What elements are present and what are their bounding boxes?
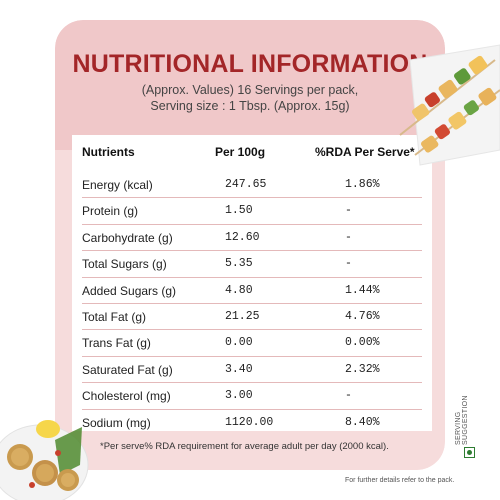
rda-value: 1.44% <box>345 283 380 297</box>
veg-symbol-icon <box>464 447 475 458</box>
serving-info: (Approx. Values) 16 Servings per pack, S… <box>70 82 430 114</box>
column-header-nutrients: Nutrients <box>82 145 135 159</box>
rda-value: 4.76% <box>345 309 380 323</box>
per-100g-value: 1.50 <box>225 204 253 218</box>
table-row: Added Sugars (g) 4.80 1.44% <box>82 278 422 304</box>
rda-value: - <box>345 230 352 244</box>
table-row: Total Sugars (g) 5.35 - <box>82 251 422 278</box>
table-row: Cholesterol (mg) 3.00 - <box>82 383 422 410</box>
table-row: Trans Fat (g) 0.00 0.00% <box>82 330 422 357</box>
column-header-per-100g: Per 100g <box>215 145 266 159</box>
nutrient-name: Protein (g) <box>82 204 139 219</box>
nutrient-name: Cholesterol (mg) <box>82 389 171 404</box>
rda-value: - <box>345 257 352 271</box>
page-title: NUTRITIONAL INFORMATION <box>72 50 428 78</box>
rda-footnote: *Per serve% RDA requirement for average … <box>100 441 389 452</box>
nutrient-name: Trans Fat (g) <box>82 336 151 351</box>
table-header: Nutrients Per 100g %RDA Per Serve* <box>82 145 427 161</box>
column-header-rda: %RDA Per Serve* <box>315 145 415 159</box>
nutrient-name: Sodium (mg) <box>82 415 151 430</box>
table-panel <box>72 135 432 431</box>
rda-value: 1.86% <box>345 178 380 191</box>
nutrient-name: Added Sugars (g) <box>82 283 177 298</box>
rda-value: 2.32% <box>345 362 380 376</box>
nutrition-table: Energy (kcal) 247.65 1.86% Protein (g) 1… <box>82 172 422 436</box>
per-100g-value: 3.40 <box>225 362 253 376</box>
serving-info-line-2: Serving size : 1 Tbsp. (Approx. 15g) <box>150 99 350 113</box>
per-100g-value: 5.35 <box>225 257 253 271</box>
serving-info-line-1: (Approx. Values) 16 Servings per pack, <box>141 83 359 97</box>
nutrient-name: Carbohydrate (g) <box>82 230 173 245</box>
per-100g-value: 4.80 <box>225 283 253 297</box>
serving-suggestion-label: SERVING SUGGESTION <box>455 395 469 445</box>
table-row: Total Fat (g) 21.25 4.76% <box>82 304 422 331</box>
per-100g-value: 12.60 <box>225 230 260 244</box>
nutrient-name: Total Fat (g) <box>82 309 147 324</box>
rda-value: - <box>345 389 352 403</box>
rda-value: - <box>345 204 352 218</box>
table-row: Carbohydrate (g) 12.60 - <box>82 225 422 252</box>
per-100g-value: 21.25 <box>225 309 260 323</box>
per-100g-value: 247.65 <box>225 178 267 191</box>
rda-value: 8.40% <box>345 415 380 429</box>
nutrient-name: Total Sugars (g) <box>82 257 167 272</box>
further-details-note: For further details refer to the pack. <box>345 477 455 484</box>
nutrient-name: Saturated Fat (g) <box>82 362 173 377</box>
table-row: Saturated Fat (g) 3.40 2.32% <box>82 357 422 384</box>
tikki-plate-photo <box>0 420 89 500</box>
table-row: Protein (g) 1.50 - <box>82 198 422 225</box>
table-row: Sodium (mg) 1120.00 8.40% <box>82 410 422 436</box>
per-100g-value: 3.00 <box>225 389 253 403</box>
per-100g-value: 0.00 <box>225 336 253 350</box>
table-row: Energy (kcal) 247.65 1.86% <box>82 172 422 199</box>
per-100g-value: 1120.00 <box>225 415 274 429</box>
rda-value: 0.00% <box>345 336 380 350</box>
paneer-skewer-photo <box>399 44 500 166</box>
nutrient-name: Energy (kcal) <box>82 178 153 192</box>
